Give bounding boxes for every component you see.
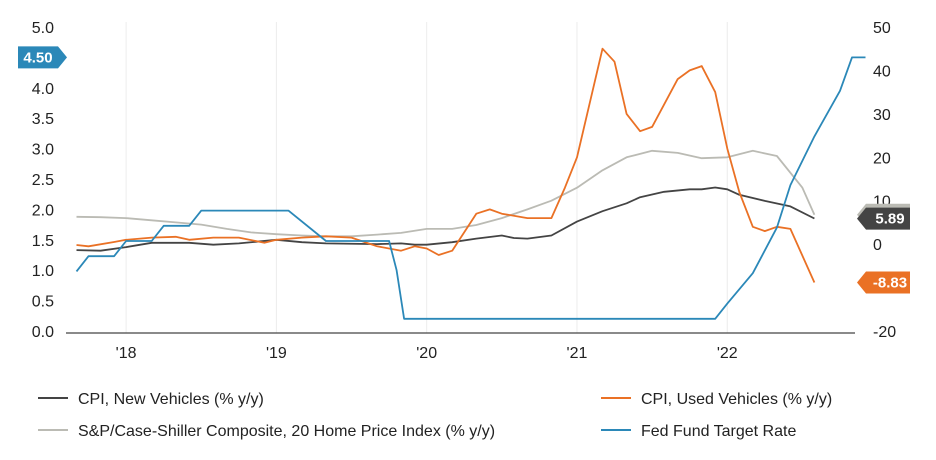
- end-label-tag: [857, 271, 910, 294]
- x-tick-label: '21: [567, 345, 588, 362]
- end-label-value: 4.50: [23, 49, 52, 66]
- y-left-tick-label: 2.5: [32, 172, 54, 189]
- x-axis: '18 '19 '20 '21 '22: [66, 332, 855, 362]
- end-value-labels: 4.506.775.89-8.83: [18, 46, 910, 294]
- x-tick-label: '22: [717, 345, 738, 362]
- end-label-tag: [18, 46, 67, 69]
- series-line-fed-fund-target-rate: [75, 56, 866, 320]
- y-right-tick-label: 0: [873, 237, 882, 254]
- y-left-tick-label: 5.0: [32, 20, 54, 37]
- legend-item-s-p-case-shiller-composite-20-home-price-index-y-y: S&P/Case-Shiller Composite, 20 Home Pric…: [38, 423, 495, 440]
- legend-label: CPI, Used Vehicles (% y/y): [641, 391, 832, 408]
- series-line-cpi-new-vehicles-y-y: [76, 186, 815, 252]
- end-label-value: -8.83: [873, 274, 907, 291]
- y-right-tick-label: 30: [873, 107, 891, 124]
- series-lines: [75, 47, 866, 320]
- legend-item-fed-fund-target-rate: Fed Fund Target Rate: [601, 423, 796, 440]
- y-left-tick-label: 0.5: [32, 294, 54, 311]
- y-right-tick-label: 20: [873, 150, 891, 167]
- legend-item-cpi-used-vehicles-y-y: CPI, Used Vehicles (% y/y): [601, 391, 832, 408]
- grid: [125, 22, 728, 333]
- legend-label: CPI, New Vehicles (% y/y): [78, 391, 264, 408]
- x-tick-label: '18: [116, 345, 137, 362]
- y-left-tick-label: 3.0: [32, 142, 54, 159]
- y-right-tick-label: 40: [873, 63, 891, 80]
- x-tick-label: '19: [266, 345, 287, 362]
- end-label-tag: [857, 207, 910, 230]
- y-left-tick-label: 1.0: [32, 263, 54, 280]
- y-left-tick-label: 2.0: [32, 202, 54, 219]
- legend-label: Fed Fund Target Rate: [641, 423, 796, 440]
- legend: CPI, New Vehicles (% y/y) CPI, Used Vehic…: [38, 391, 832, 440]
- y-right-tick-label: -20: [873, 324, 896, 341]
- series-line-cpi-used-vehicles-y-y: [76, 47, 816, 283]
- legend-label: S&P/Case-Shiller Composite, 20 Home Pric…: [78, 423, 495, 440]
- y-left-tick-label: 1.5: [32, 233, 54, 250]
- y-left-tick-label: 4.0: [32, 81, 54, 98]
- y-left-tick-label: 0.0: [32, 324, 54, 341]
- end-label-value: 5.89: [875, 211, 904, 228]
- y-right-tick-label: 50: [873, 20, 891, 37]
- x-tick-label: '20: [416, 345, 437, 362]
- legend-item-cpi-new-vehicles-y-y: CPI, New Vehicles (% y/y): [38, 391, 264, 408]
- y-left-tick-label: 3.5: [32, 111, 54, 128]
- series-line-s-p-case-shiller-composite-20-home-price-index-y-y: [76, 149, 816, 238]
